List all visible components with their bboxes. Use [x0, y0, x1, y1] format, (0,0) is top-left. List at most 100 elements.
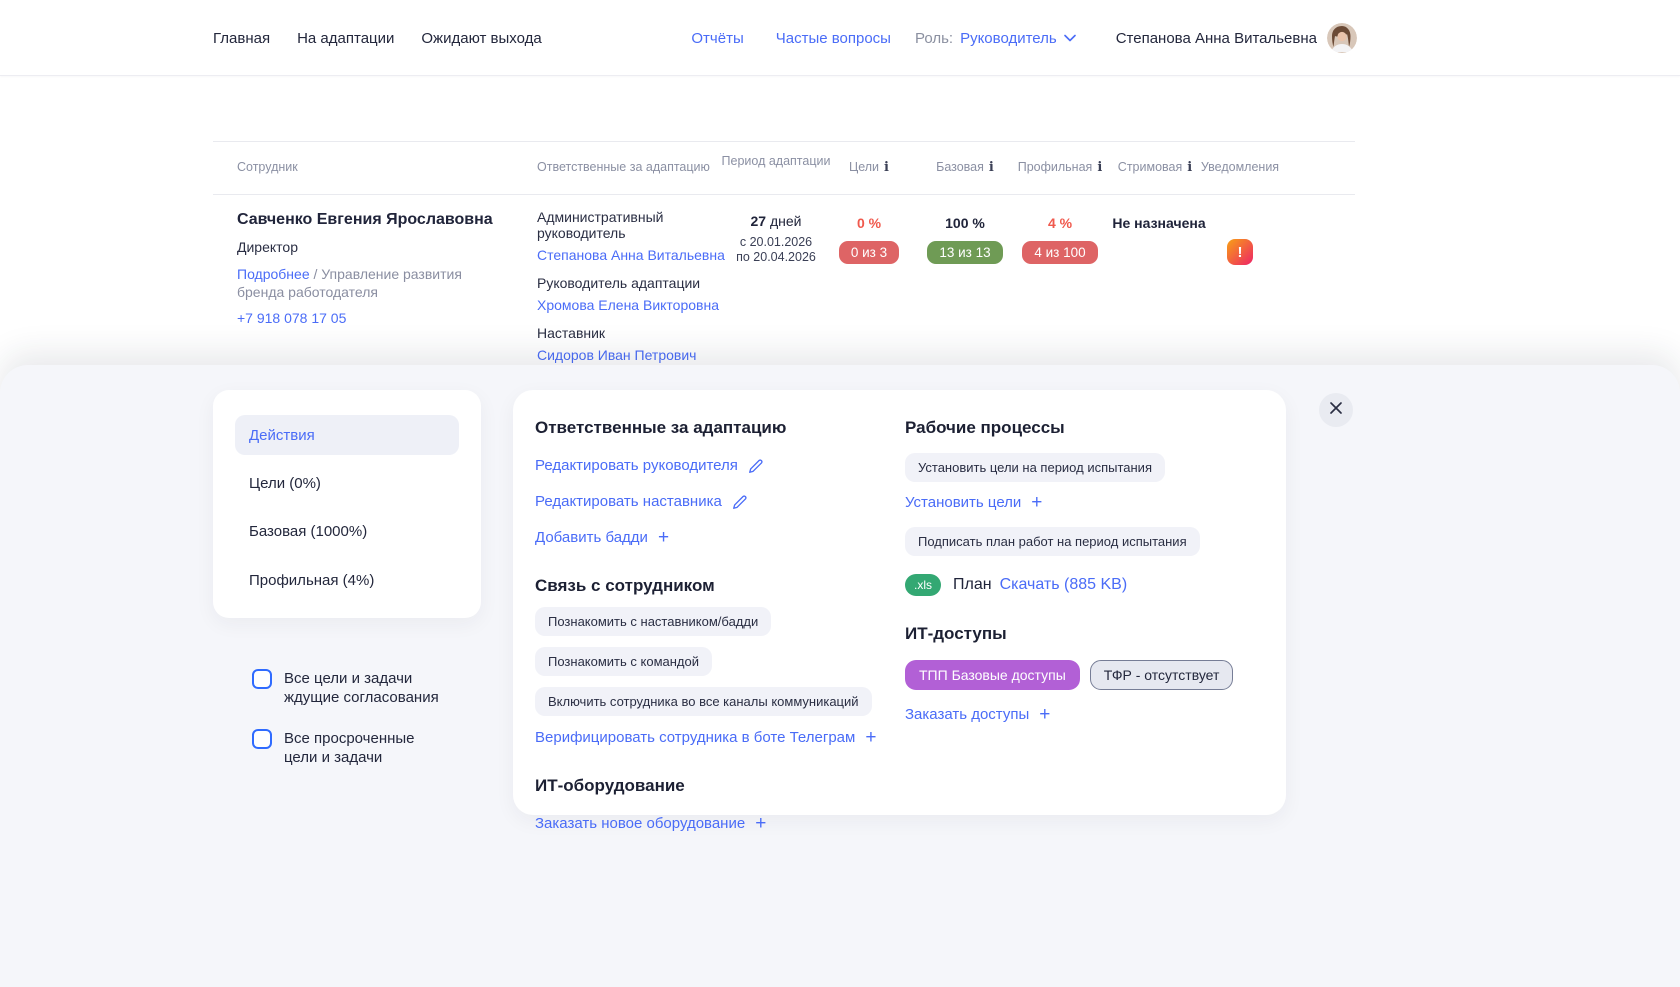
- base-percent: 100 %: [945, 215, 985, 231]
- plus-icon: +: [1039, 704, 1051, 725]
- column-header-period: Период адаптации: [721, 154, 831, 168]
- modal-tabs-card: Действия Цели (0%) Базовая (1000%) Профи…: [213, 390, 481, 618]
- close-modal-button[interactable]: [1319, 393, 1353, 427]
- process-chip: Установить цели на период испытания: [905, 453, 1165, 482]
- employee-department: / Управление развития бренда работодател…: [237, 266, 462, 300]
- period-days: 27: [750, 213, 767, 229]
- process-chip: Подписать план работ на период испытания: [905, 527, 1200, 556]
- table-top-divider: [213, 141, 1355, 142]
- pencil-icon: [748, 458, 764, 474]
- responsible-name-link[interactable]: Сидоров Иван Петрович: [537, 347, 697, 363]
- column-header-notifications: Уведомления: [1200, 160, 1280, 174]
- info-icon[interactable]: i: [988, 160, 994, 175]
- plus-icon: +: [657, 527, 670, 548]
- section-title-communication: Связь с сотрудником: [535, 576, 715, 595]
- table-header-divider: [213, 194, 1355, 195]
- period-cell: 27 дней с 20.01.2026 по 20.04.2026: [713, 213, 839, 265]
- stream-value: Не назначена: [1112, 215, 1206, 231]
- column-header-employee: Сотрудник: [237, 160, 298, 174]
- tab-profile[interactable]: Профильная (4%): [249, 572, 375, 589]
- responsible-role: Административный руководитель: [537, 209, 664, 241]
- tab-base[interactable]: Базовая (1000%): [249, 523, 368, 540]
- employee-more-link[interactable]: Подробнее: [237, 266, 310, 282]
- filter-label: Все просроченные цели и задачи: [284, 730, 415, 766]
- responsible-item: Руководитель адаптации Хромова Елена Вик…: [537, 275, 752, 313]
- user-name[interactable]: Степанова Анна Витальевна: [1115, 29, 1317, 47]
- responsible-role: Руководитель адаптации: [537, 275, 701, 291]
- close-icon: [1329, 401, 1343, 420]
- filter-label: Все цели и задачи ждущие согласования: [284, 670, 439, 706]
- employee-cell: Савченко Евгения Ярославовна Директор По…: [237, 211, 527, 326]
- modal-left-column: Ответственные за адаптацию Редактировать…: [535, 418, 885, 834]
- verify-telegram-link[interactable]: Верифицировать сотрудника в боте Телегра…: [535, 727, 877, 748]
- top-navigation: Главная На адаптации Ожидают выхода Отчё…: [0, 0, 1680, 76]
- section-title-processes: Рабочие процессы: [905, 418, 1065, 437]
- access-badge-secondary: ТФР - отсутствует: [1089, 660, 1234, 690]
- column-header-goals: Цели i: [848, 160, 889, 175]
- plus-icon: +: [1031, 492, 1043, 513]
- column-header-stream: Стримовая i: [1117, 160, 1193, 175]
- nav-item-awaiting[interactable]: Ожидают выхода: [421, 29, 542, 47]
- goals-percent: 0 %: [856, 215, 882, 231]
- chevron-down-icon: [1063, 34, 1076, 42]
- file-name: План: [953, 576, 992, 593]
- employee-position: Директор: [237, 239, 298, 255]
- edit-mentor-link[interactable]: Редактировать наставника: [535, 493, 885, 510]
- plan-file-row: .xls План Скачать (885 KB): [905, 574, 1265, 596]
- nav-item-onboarding[interactable]: На адаптации: [297, 29, 395, 47]
- modal-content-card: Ответственные за адаптацию Редактировать…: [513, 390, 1286, 833]
- period-from: с 20.01.2026: [739, 235, 813, 249]
- set-goals-link[interactable]: Установить цели +: [905, 492, 1043, 513]
- column-header-responsible: Ответственные за адаптацию: [537, 160, 710, 174]
- order-equipment-link[interactable]: Заказать новое оборудование +: [535, 813, 767, 834]
- role-selector[interactable]: Роль: Руководитель: [915, 30, 1076, 47]
- communication-chip: Познакомить с наставником/бадди: [535, 607, 772, 636]
- communication-chip: Включить сотрудника во все каналы коммун…: [535, 687, 872, 716]
- filter-pending-goals[interactable]: Все цели и задачи ждущие согласования: [252, 669, 444, 707]
- employee-phone-link[interactable]: +7 918 078 17 05: [237, 310, 347, 326]
- info-icon[interactable]: i: [1187, 160, 1193, 175]
- avatar[interactable]: [1327, 23, 1357, 53]
- info-icon[interactable]: i: [1097, 160, 1103, 175]
- responsible-role: Наставник: [537, 325, 606, 341]
- profile-metric: 4 % 4 из 100: [1014, 215, 1106, 264]
- responsible-item: Административный руководитель Степанова …: [537, 209, 752, 263]
- nav-item-faq[interactable]: Частые вопросы: [775, 29, 891, 47]
- checkbox[interactable]: [252, 729, 272, 749]
- access-badge-primary: ТПП Базовые доступы: [905, 660, 1080, 690]
- section-title-responsible: Ответственные за адаптацию: [535, 418, 787, 437]
- base-badge: 13 из 13: [927, 241, 1003, 264]
- responsible-name-link[interactable]: Хромова Елена Викторовна: [537, 297, 719, 313]
- alert-badge[interactable]: !: [1227, 239, 1253, 265]
- notification-cell: !: [1227, 239, 1253, 265]
- xls-file-icon: .xls: [905, 574, 941, 596]
- edit-manager-link[interactable]: Редактировать руководителя: [535, 457, 885, 474]
- period-to: по 20.04.2026: [736, 250, 816, 264]
- checkbox[interactable]: [252, 669, 272, 689]
- nav-item-home[interactable]: Главная: [213, 29, 271, 47]
- nav-item-reports[interactable]: Отчёты: [691, 29, 744, 47]
- plus-icon: +: [865, 727, 877, 748]
- filter-overdue-goals[interactable]: Все просроченные цели и задачи: [252, 729, 444, 767]
- section-title-it-access: ИТ-доступы: [905, 624, 1007, 643]
- employee-name: Савченко Евгения Ярославовна: [237, 211, 493, 228]
- column-header-profile: Профильная i: [1017, 160, 1103, 175]
- section-title-equipment: ИТ-оборудование: [535, 776, 685, 795]
- order-access-link[interactable]: Заказать доступы +: [905, 704, 1051, 725]
- profile-percent: 4 %: [1047, 215, 1073, 231]
- base-metric: 100 % 13 из 13: [919, 215, 1011, 264]
- goals-badge: 0 из 3: [838, 241, 900, 264]
- period-days-label: дней: [766, 213, 802, 229]
- tab-actions[interactable]: Действия: [235, 415, 459, 455]
- add-buddy-link[interactable]: Добавить бадди +: [535, 527, 670, 548]
- plus-icon: +: [755, 813, 767, 834]
- info-icon[interactable]: i: [884, 160, 889, 175]
- tab-goals[interactable]: Цели (0%): [249, 475, 321, 492]
- goals-metric: 0 % 0 из 3: [823, 215, 915, 264]
- responsible-name-link[interactable]: Степанова Анна Витальевна: [537, 247, 725, 263]
- role-value[interactable]: Руководитель: [960, 29, 1057, 47]
- column-header-base: Базовая i: [936, 160, 994, 175]
- download-plan-link[interactable]: Скачать (885 KB): [999, 576, 1128, 593]
- role-label: Роль:: [914, 29, 954, 47]
